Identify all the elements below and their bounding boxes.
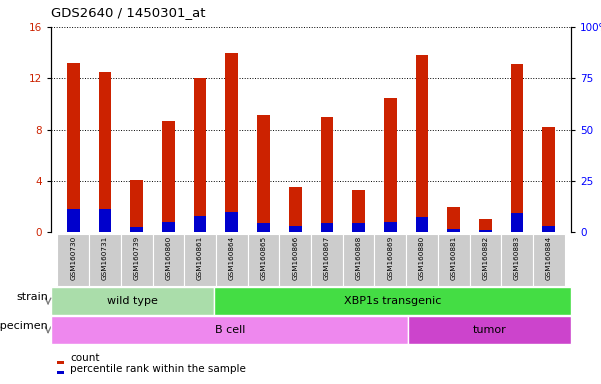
Bar <box>343 234 374 286</box>
Bar <box>185 234 216 286</box>
Text: strain: strain <box>16 292 48 302</box>
Bar <box>225 53 238 232</box>
Text: GSM160868: GSM160868 <box>356 235 362 280</box>
Bar <box>533 234 564 286</box>
Text: GSM160864: GSM160864 <box>229 235 235 280</box>
Bar <box>225 212 238 232</box>
Bar <box>438 234 469 286</box>
Bar <box>194 216 206 232</box>
Text: count: count <box>70 353 100 363</box>
Bar <box>162 222 175 232</box>
Bar <box>543 226 555 232</box>
Bar <box>279 234 311 286</box>
Text: B cell: B cell <box>215 325 245 335</box>
Bar <box>51 316 409 344</box>
Text: GSM160866: GSM160866 <box>292 235 298 280</box>
Bar <box>406 234 438 286</box>
Bar <box>311 234 343 286</box>
Text: GSM160883: GSM160883 <box>514 235 520 280</box>
Bar <box>257 223 270 232</box>
Bar <box>99 72 111 232</box>
Bar <box>67 63 79 232</box>
Bar <box>511 64 523 232</box>
Bar <box>99 209 111 232</box>
Text: GSM160731: GSM160731 <box>102 235 108 280</box>
Bar <box>89 234 121 286</box>
Text: percentile rank within the sample: percentile rank within the sample <box>70 364 246 374</box>
Text: GDS2640 / 1450301_at: GDS2640 / 1450301_at <box>51 6 206 19</box>
Bar <box>162 121 175 232</box>
Bar <box>130 227 143 232</box>
Bar <box>289 226 302 232</box>
Bar <box>121 234 153 286</box>
Text: GSM160730: GSM160730 <box>70 235 76 280</box>
Text: GSM160860: GSM160860 <box>165 235 171 280</box>
Bar <box>320 117 333 232</box>
Bar <box>543 127 555 232</box>
Bar <box>248 234 279 286</box>
Text: XBP1s transgenic: XBP1s transgenic <box>344 296 441 306</box>
Text: GSM160881: GSM160881 <box>451 235 457 280</box>
Text: GSM160867: GSM160867 <box>324 235 330 280</box>
Bar <box>416 217 429 232</box>
Text: GSM160865: GSM160865 <box>260 235 266 280</box>
Bar <box>257 116 270 232</box>
Bar <box>67 209 79 232</box>
Bar <box>374 234 406 286</box>
Bar <box>51 287 213 315</box>
Bar <box>57 371 64 374</box>
Text: specimen: specimen <box>0 321 48 331</box>
Bar <box>153 234 185 286</box>
Bar <box>409 316 571 344</box>
Bar <box>289 187 302 232</box>
Bar <box>501 234 533 286</box>
Bar <box>57 361 64 364</box>
Bar <box>213 287 571 315</box>
Bar <box>447 229 460 232</box>
Bar <box>216 234 248 286</box>
Bar <box>320 223 333 232</box>
Bar <box>479 220 492 232</box>
Text: GSM160861: GSM160861 <box>197 235 203 280</box>
Text: GSM160869: GSM160869 <box>387 235 393 280</box>
Bar <box>479 230 492 232</box>
Bar <box>352 190 365 232</box>
Bar <box>130 180 143 232</box>
Text: GSM160884: GSM160884 <box>546 235 552 280</box>
Text: GSM160882: GSM160882 <box>483 235 489 280</box>
Bar <box>352 223 365 232</box>
Bar <box>58 234 89 286</box>
Text: tumor: tumor <box>473 325 507 335</box>
Bar <box>194 78 206 232</box>
Bar <box>511 213 523 232</box>
Text: wild type: wild type <box>107 296 157 306</box>
Bar <box>469 234 501 286</box>
Bar <box>447 207 460 232</box>
Bar <box>384 98 397 232</box>
Bar <box>416 55 429 232</box>
Text: GSM160880: GSM160880 <box>419 235 425 280</box>
Bar <box>384 222 397 232</box>
Text: GSM160739: GSM160739 <box>133 235 139 280</box>
